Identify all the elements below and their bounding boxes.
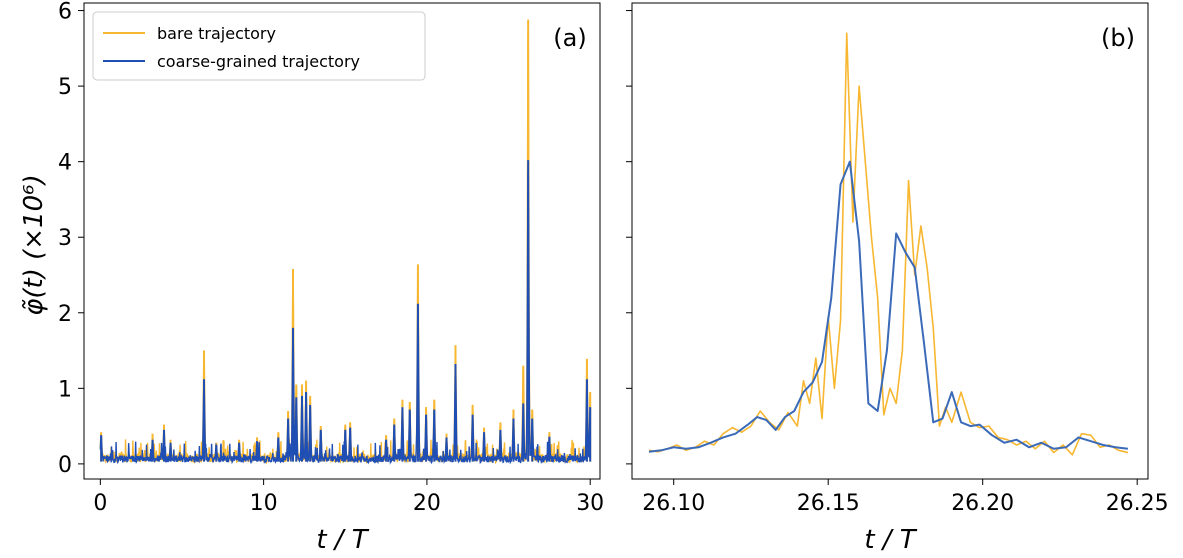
- panel-b-xtick-label: 26.20: [951, 491, 1014, 516]
- series-line-coarse-b: [648, 160, 1129, 453]
- panel-a-plot-area: [99, 19, 592, 465]
- panel-a-xlabel: t / T: [316, 525, 369, 555]
- panel-a-ytick-label: 1: [58, 377, 72, 402]
- legend-box: [92, 11, 426, 81]
- panel-b-xlabel: t / T: [864, 525, 917, 555]
- legend-entry-coarse: coarse-grained trajectory: [157, 52, 360, 71]
- legend: bare trajectory coarse-grained trajector…: [92, 11, 426, 81]
- panel-a-frame: [83, 2, 601, 480]
- panel-a-ytick-label: 0: [58, 453, 72, 478]
- panel-a: 0 10 20 30 0 1 2 3 4 5 6 (a) t / T φ̃(t) (×10⁶) ba…: [19, 0, 604, 555]
- series-coarse-a: [99, 160, 592, 465]
- panel-a-ytick-label: 4: [58, 151, 72, 176]
- panel-a-xtick-label: 0: [93, 491, 107, 516]
- series-bare-a: [99, 19, 592, 465]
- series-line-coarse: [99, 164, 591, 465]
- panel-a-ytick-label: 6: [58, 0, 72, 25]
- panel-a-label: (a): [553, 24, 586, 52]
- legend-entry-bare: bare trajectory: [157, 24, 276, 43]
- panel-b-plot-area: [648, 32, 1129, 456]
- panel-a-ytick-label: 5: [58, 75, 72, 100]
- panel-a-xtick-label: 20: [413, 491, 441, 516]
- panel-a-ticks: 0 10 20 30 0 1 2 3 4 5 6: [58, 0, 604, 516]
- panel-a-ytick-label: 2: [58, 302, 72, 327]
- panel-b: 26.10 26.15 26.20 26.25 (b) t / T: [626, 2, 1169, 555]
- panel-b-frame: [631, 2, 1149, 480]
- panel-b-xtick-label: 26.10: [642, 491, 705, 516]
- panel-b-label: (b): [1101, 24, 1135, 52]
- panel-a-ytick-label: 3: [58, 226, 72, 251]
- panel-b-xtick-label: 26.25: [1106, 491, 1169, 516]
- series-line-bare-b: [648, 32, 1129, 456]
- panel-a-ylabel: φ̃(t) (×10⁶): [19, 174, 49, 315]
- panel-b-xtick-label: 26.15: [797, 491, 860, 516]
- panel-a-xtick-label: 30: [576, 491, 604, 516]
- series-line-bare: [99, 25, 591, 465]
- panel-b-ticks: 26.10 26.15 26.20 26.25: [626, 10, 1169, 516]
- panel-a-xtick-label: 10: [250, 491, 278, 516]
